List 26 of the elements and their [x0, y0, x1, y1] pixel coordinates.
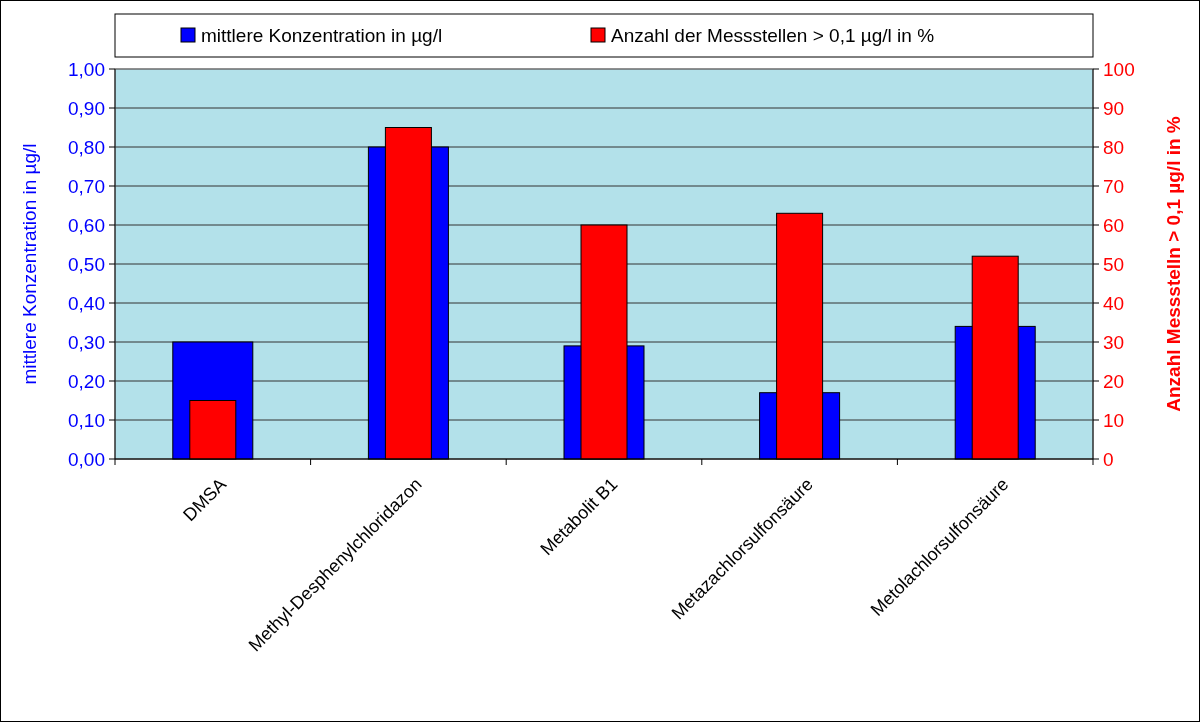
y-tick-label: 0,50: [68, 253, 105, 275]
y2-tick-label: 50: [1103, 253, 1125, 275]
y2-tick-label: 30: [1103, 331, 1125, 353]
y2-tick-label: 70: [1103, 175, 1125, 197]
y-tick-label: 0,00: [68, 448, 105, 470]
y-tick-label: 0,30: [68, 331, 105, 353]
y2-tick-label: 40: [1103, 292, 1125, 314]
y-tick-label: 0,80: [68, 136, 105, 158]
y-tick-label: 0,20: [68, 370, 105, 392]
y2-tick-label: 20: [1103, 370, 1125, 392]
y-tick-label: 0,40: [68, 292, 105, 314]
y2-tick-label: 90: [1103, 97, 1125, 119]
y-tick-label: 0,90: [68, 97, 105, 119]
y-axis-title: mittlere Konzentration in µg/l: [19, 143, 40, 385]
y2-tick-label: 100: [1103, 58, 1135, 80]
y-tick-label: 0,10: [68, 409, 105, 431]
y2-tick-label: 10: [1103, 409, 1125, 431]
y-tick-label: 0,70: [68, 175, 105, 197]
legend-label: Anzahl der Messstellen > 0,1 µg/l in %: [611, 24, 935, 46]
y-tick-label: 0,60: [68, 214, 105, 236]
y-tick-label: 1,00: [68, 58, 105, 80]
y2-tick-label: 80: [1103, 136, 1125, 158]
legend-label: mittlere Konzentration in µg/l: [201, 24, 443, 46]
y2-tick-label: 0: [1103, 448, 1114, 470]
y2-tick-label: 60: [1103, 214, 1125, 236]
y2-axis-title: Anzahl Messstelln > 0,1 µg/l in %: [1163, 116, 1184, 412]
